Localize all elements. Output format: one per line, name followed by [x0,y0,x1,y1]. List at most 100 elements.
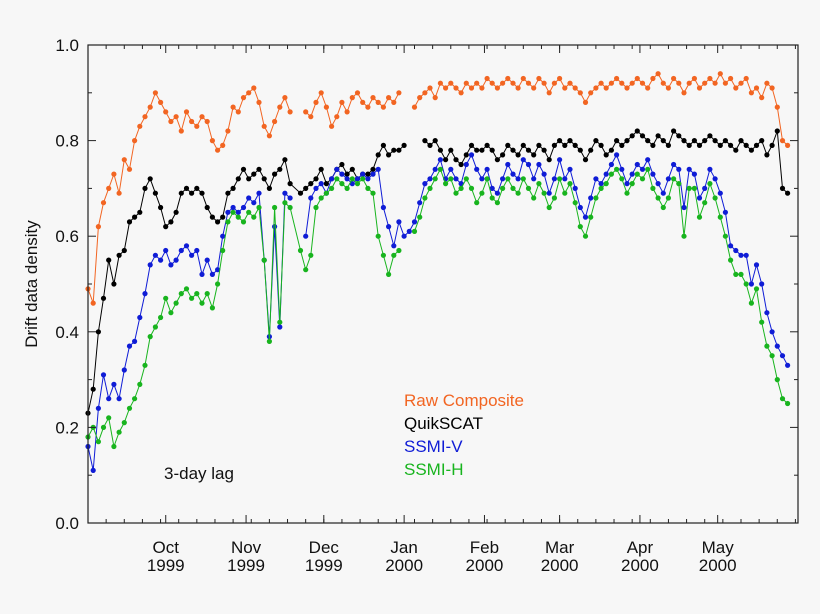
data-point-raw-composite [551,80,558,86]
data-point-raw-composite [728,75,734,82]
data-point-ssmi-h [645,166,651,172]
data-point-quikscat [510,147,516,153]
data-point-raw-composite [240,95,247,101]
data-point-ssmi-v [624,181,630,187]
data-point-quikscat [142,185,148,191]
data-point-ssmi-h [479,190,485,196]
data-point-ssmi-h [391,252,397,258]
data-point-raw-composite [417,95,423,101]
data-point-quikscat [603,152,609,158]
data-point-ssmi-h [453,190,459,196]
data-point-ssmi-v [199,271,205,277]
data-point-raw-composite [769,85,775,91]
data-point-raw-composite [608,80,615,86]
data-point-ssmi-v [676,166,682,172]
data-point-ssmi-v [277,324,283,330]
data-point-quikscat [235,176,241,182]
data-point-ssmi-v [422,181,428,187]
data-point-raw-composite [137,123,143,129]
data-point-ssmi-v [313,185,319,191]
y-tick-label: 0.8 [55,132,79,151]
data-point-ssmi-h [484,176,490,182]
data-point-quikscat [297,190,304,196]
data-point-quikscat [645,138,651,144]
x-tick-label-month: Jan [390,538,417,557]
data-point-quikscat [240,166,247,172]
data-point-ssmi-v [354,176,361,182]
data-point-raw-composite [603,85,609,91]
data-point-raw-composite [686,80,692,86]
data-point-raw-composite [696,85,703,91]
data-point-ssmi-v [738,252,744,258]
data-point-quikscat [759,138,765,144]
data-point-ssmi-h [266,338,272,344]
data-point-raw-composite [132,138,138,144]
data-point-raw-composite [194,123,200,129]
data-point-raw-composite [774,104,780,110]
data-point-quikscat [95,329,101,335]
x-tick-label-month: Oct [153,538,180,557]
data-point-ssmi-v [779,353,786,359]
data-point-quikscat [774,128,780,134]
data-point-ssmi-v [178,247,184,254]
data-point-ssmi-v [308,195,314,201]
data-point-ssmi-h [194,291,200,297]
data-point-ssmi-h [691,185,698,191]
data-point-ssmi-v [111,381,117,387]
data-point-ssmi-v [121,367,127,373]
legend-entry-ssmi-h: SSMI-H [404,460,464,479]
data-point-ssmi-h [230,209,236,215]
data-point-raw-composite [90,300,96,306]
data-point-raw-composite [277,104,283,110]
data-point-ssmi-v [541,171,547,177]
data-point-raw-composite [634,75,640,82]
data-point-quikscat [448,147,454,153]
data-point-quikscat [204,204,210,211]
data-point-raw-composite [655,71,661,77]
data-point-ssmi-h [126,405,133,411]
x-tick-label-year: 1999 [147,556,185,575]
data-point-ssmi-v [380,204,386,211]
data-point-raw-composite [370,95,376,101]
data-point-quikscat [261,176,267,182]
data-point-quikscat [137,209,143,215]
data-point-ssmi-v [665,176,672,182]
data-point-ssmi-h [111,443,117,450]
data-point-quikscat [474,147,480,153]
data-point-ssmi-h [437,166,443,172]
data-point-quikscat [505,142,511,148]
data-point-ssmi-h [753,286,760,292]
data-point-ssmi-v [251,200,257,206]
data-point-ssmi-h [396,247,402,254]
data-point-quikscat [178,190,184,196]
data-point-raw-composite [391,99,397,105]
data-point-ssmi-h [764,343,770,349]
data-point-ssmi-v [686,166,692,172]
data-point-ssmi-v [505,161,511,168]
data-point-quikscat [764,152,770,158]
annotation-lag-label: 3-day lag [164,464,234,483]
data-point-ssmi-h [256,204,262,211]
data-point-ssmi-h [427,185,433,191]
data-point-quikscat [614,138,620,144]
data-point-ssmi-v [225,209,231,215]
data-point-quikscat [541,147,547,153]
data-point-ssmi-h [303,267,309,273]
data-point-raw-composite [598,80,604,86]
data-point-ssmi-v [463,161,469,168]
data-point-quikscat [500,152,506,158]
data-point-quikscat [209,214,215,220]
data-point-ssmi-h [665,195,672,201]
data-point-ssmi-v [759,281,765,287]
data-point-quikscat [147,176,153,182]
data-point-quikscat [722,138,729,144]
data-point-quikscat [748,147,755,153]
data-point-raw-composite [779,138,786,144]
data-point-ssmi-h [557,176,563,182]
data-point-ssmi-v [577,204,583,211]
data-point-quikscat [303,185,309,191]
data-point-ssmi-h [614,166,620,172]
data-point-quikscat [702,138,708,144]
data-point-ssmi-h [116,429,122,435]
data-point-quikscat [318,166,324,172]
